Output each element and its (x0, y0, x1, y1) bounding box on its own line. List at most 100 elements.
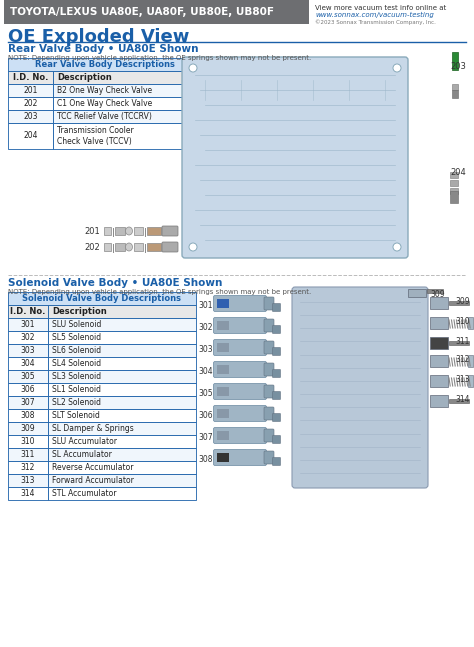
Text: 306: 306 (199, 410, 213, 419)
Text: 314: 314 (21, 489, 35, 498)
FancyBboxPatch shape (273, 435, 281, 443)
Bar (8, 84, 53, 97)
Text: TOYOTA/LEXUS UA80E, UA80F, UB80E, UB80F: TOYOTA/LEXUS UA80E, UA80F, UB80E, UB80F (10, 7, 274, 17)
Bar (449, 301, 469, 305)
Bar (134, 243, 143, 251)
Text: SLU Solenoid: SLU Solenoid (52, 320, 101, 329)
Bar (449, 341, 469, 345)
Text: 308: 308 (199, 454, 213, 463)
Bar (450, 180, 458, 186)
Bar (48, 370, 196, 383)
Text: 314: 314 (456, 395, 470, 404)
Text: ©2023 Sonnax Transmission Company, Inc.: ©2023 Sonnax Transmission Company, Inc. (315, 19, 436, 25)
Bar (104, 243, 111, 251)
Bar (115, 243, 125, 251)
FancyBboxPatch shape (273, 369, 281, 377)
Text: 303: 303 (199, 344, 213, 353)
FancyBboxPatch shape (273, 391, 281, 399)
Ellipse shape (189, 243, 197, 251)
Text: 204: 204 (450, 168, 466, 177)
Bar (430, 337, 448, 349)
Text: SL2 Solenoid: SL2 Solenoid (52, 398, 101, 407)
Bar (427, 289, 443, 293)
Text: 313: 313 (21, 476, 35, 485)
Text: SL3 Solenoid: SL3 Solenoid (52, 372, 101, 381)
Bar (4, 0, 309, 24)
Bar (48, 461, 196, 474)
Bar (217, 321, 229, 330)
Bar (8, 318, 48, 331)
FancyBboxPatch shape (182, 57, 408, 258)
Ellipse shape (189, 64, 197, 72)
Bar (8, 461, 48, 474)
Ellipse shape (126, 243, 133, 251)
Text: Reverse Accumulator: Reverse Accumulator (52, 463, 134, 472)
FancyBboxPatch shape (264, 363, 274, 376)
Bar (8, 474, 48, 487)
Text: 311: 311 (21, 450, 35, 459)
Ellipse shape (393, 64, 401, 72)
Bar (217, 431, 229, 440)
FancyBboxPatch shape (273, 457, 281, 465)
Text: 309: 309 (21, 424, 35, 433)
Bar (430, 395, 448, 407)
Bar (8, 357, 48, 370)
Text: Solenoid Valve Body • UA80E Shown: Solenoid Valve Body • UA80E Shown (8, 278, 222, 288)
Bar (48, 448, 196, 461)
Bar (452, 52, 458, 70)
Bar (147, 227, 161, 235)
Bar (53, 97, 201, 110)
Bar (53, 110, 201, 123)
FancyBboxPatch shape (213, 406, 266, 421)
FancyBboxPatch shape (213, 384, 266, 399)
Text: 308: 308 (21, 411, 35, 420)
Text: SL5 Solenoid: SL5 Solenoid (52, 333, 101, 342)
Text: STL Accumulator: STL Accumulator (52, 489, 117, 498)
Ellipse shape (126, 227, 133, 235)
Text: I.D. No.: I.D. No. (13, 73, 48, 82)
Text: 301: 301 (199, 300, 213, 309)
Bar (8, 292, 196, 305)
Bar (217, 343, 229, 352)
Text: SL4 Solenoid: SL4 Solenoid (52, 359, 101, 368)
FancyBboxPatch shape (264, 297, 274, 310)
Bar (468, 317, 473, 329)
FancyBboxPatch shape (264, 319, 274, 332)
FancyBboxPatch shape (213, 340, 266, 355)
Text: 309: 309 (430, 290, 445, 299)
Bar (8, 448, 48, 461)
Text: I.D. No.: I.D. No. (10, 307, 46, 316)
Text: B2 One Way Check Valve: B2 One Way Check Valve (57, 86, 152, 95)
Text: SL1 Solenoid: SL1 Solenoid (52, 385, 101, 394)
Text: 204: 204 (23, 131, 38, 140)
Bar (217, 453, 229, 462)
Text: 201: 201 (84, 228, 100, 237)
FancyBboxPatch shape (273, 347, 281, 355)
Bar (48, 331, 196, 344)
Bar (48, 487, 196, 500)
Bar (8, 331, 48, 344)
Bar (449, 399, 469, 403)
Bar (48, 318, 196, 331)
Bar (48, 422, 196, 435)
Text: 304: 304 (199, 366, 213, 375)
Bar (8, 396, 48, 409)
Bar (8, 409, 48, 422)
Bar (8, 344, 48, 357)
Text: Rear Valve Body • UA80E Shown: Rear Valve Body • UA80E Shown (8, 44, 199, 54)
FancyBboxPatch shape (213, 428, 266, 443)
Bar (8, 435, 48, 448)
FancyBboxPatch shape (264, 385, 274, 398)
FancyBboxPatch shape (213, 450, 266, 465)
Text: 310: 310 (456, 318, 470, 327)
Bar (8, 487, 48, 500)
Bar (408, 289, 426, 297)
Bar (48, 409, 196, 422)
Text: Forward Accumulator: Forward Accumulator (52, 476, 134, 485)
FancyBboxPatch shape (162, 242, 178, 252)
Text: NOTE: Depending upon vehicle application, the OE springs shown may not be presen: NOTE: Depending upon vehicle application… (8, 55, 311, 61)
Text: OE Exploded View: OE Exploded View (8, 28, 190, 46)
Text: 202: 202 (23, 99, 38, 108)
Bar (134, 227, 143, 235)
Bar (48, 344, 196, 357)
